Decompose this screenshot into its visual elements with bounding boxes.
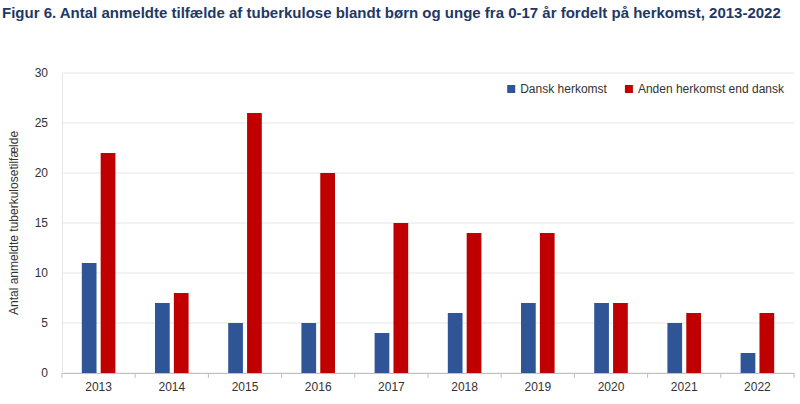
grid-line <box>62 173 794 174</box>
bar <box>155 303 170 373</box>
x-tick: 2022 <box>744 373 771 394</box>
grid-line <box>62 273 794 274</box>
y-tick: 15 <box>35 216 62 230</box>
x-separator <box>354 373 355 378</box>
x-tick: 2016 <box>305 373 332 394</box>
x-tick-label: 2016 <box>305 380 332 394</box>
x-tick-label: 2017 <box>378 380 405 394</box>
bar <box>594 303 609 373</box>
x-tick-label: 2013 <box>85 380 112 394</box>
y-tick: 5 <box>41 316 62 330</box>
x-separator <box>428 373 429 378</box>
bar <box>247 113 262 373</box>
x-tick: 2018 <box>451 373 478 394</box>
x-tick-label: 2015 <box>232 380 259 394</box>
x-tick: 2020 <box>598 373 625 394</box>
x-separators <box>62 373 794 378</box>
bar <box>741 353 756 373</box>
x-tick: 2019 <box>524 373 551 394</box>
legend-item: Anden herkomst end dansk <box>625 82 785 96</box>
x-tick-label: 2021 <box>671 380 698 394</box>
grid-line <box>62 73 794 74</box>
y-tick: 30 <box>35 66 62 80</box>
x-separator <box>281 373 282 378</box>
x-tick-label: 2022 <box>744 380 771 394</box>
bar <box>301 323 316 373</box>
x-separator <box>794 373 795 378</box>
x-separator <box>135 373 136 378</box>
bar <box>228 323 243 373</box>
grid-line <box>62 123 794 124</box>
y-axis-line <box>62 74 63 374</box>
grid-line <box>62 323 794 324</box>
bar <box>82 263 97 373</box>
x-tick: 2017 <box>378 373 405 394</box>
bar <box>320 173 335 373</box>
bar <box>686 313 701 373</box>
bar <box>393 223 408 373</box>
y-tick-label: 0 <box>41 366 48 380</box>
x-separator <box>208 373 209 378</box>
y-axis: 0 5 10 15 20 25 30 <box>35 66 63 380</box>
title: Figur 6. Antal anmeldte tilfælde af tube… <box>2 4 781 21</box>
bar <box>375 333 390 373</box>
bar <box>540 233 555 373</box>
x-tick-label: 2014 <box>158 380 185 394</box>
legend-swatch <box>625 85 633 93</box>
series <box>82 263 756 373</box>
y-tick-label: 20 <box>35 166 49 180</box>
bar <box>174 293 189 373</box>
x-axis: 2013 2014 2015 2016 2017 2018 2019 2020 2021 2022 <box>62 373 795 394</box>
bar <box>448 313 463 373</box>
chart: Figur 6. Antal anmeldte tilfælde af tube… <box>0 0 800 404</box>
y-tick-label: 15 <box>35 216 49 230</box>
x-tick-label: 2018 <box>451 380 478 394</box>
bar <box>667 323 682 373</box>
x-tick: 2015 <box>232 373 259 394</box>
y-tick: 0 <box>41 366 62 380</box>
x-separator <box>720 373 721 378</box>
plot: 0 5 10 15 20 25 30 2013 2014 2015 2016 2017 2018 2019… <box>35 66 795 393</box>
y-tick-label: 10 <box>35 266 49 280</box>
y-tick-label: 25 <box>35 116 49 130</box>
title-line: Figur 6. Antal anmeldte tilfælde af tube… <box>2 4 781 21</box>
x-separator <box>647 373 648 378</box>
legend: Dansk herkomst Anden herkomst end dansk <box>507 82 785 96</box>
legend-label: Dansk herkomst <box>520 82 607 96</box>
x-tick-label: 2019 <box>524 380 551 394</box>
bar <box>467 233 482 373</box>
x-tick-label: 2020 <box>598 380 625 394</box>
bar <box>613 303 628 373</box>
x-separator <box>501 373 502 378</box>
y-tick: 10 <box>35 266 62 280</box>
y-tick-label: 30 <box>35 66 49 80</box>
y-tick: 25 <box>35 116 62 130</box>
x-tick: 2021 <box>671 373 698 394</box>
bar <box>521 303 536 373</box>
bars <box>82 113 774 373</box>
bar <box>101 153 116 373</box>
x-tick: 2013 <box>85 373 112 394</box>
x-tick: 2014 <box>158 373 185 394</box>
y-tick: 20 <box>35 166 62 180</box>
legend-swatch <box>507 85 515 93</box>
legend-label: Anden herkomst end dansk <box>638 82 785 96</box>
x-separator <box>62 373 63 378</box>
grid-line <box>62 223 794 224</box>
legend-item: Dansk herkomst <box>507 82 607 96</box>
grid <box>62 73 794 373</box>
series <box>101 113 775 373</box>
bar <box>759 313 774 373</box>
x-separator <box>574 373 575 378</box>
y-tick-label: 5 <box>41 316 48 330</box>
y-axis-title: Antal anmeldte tuberkulosetilfælde <box>7 131 21 315</box>
